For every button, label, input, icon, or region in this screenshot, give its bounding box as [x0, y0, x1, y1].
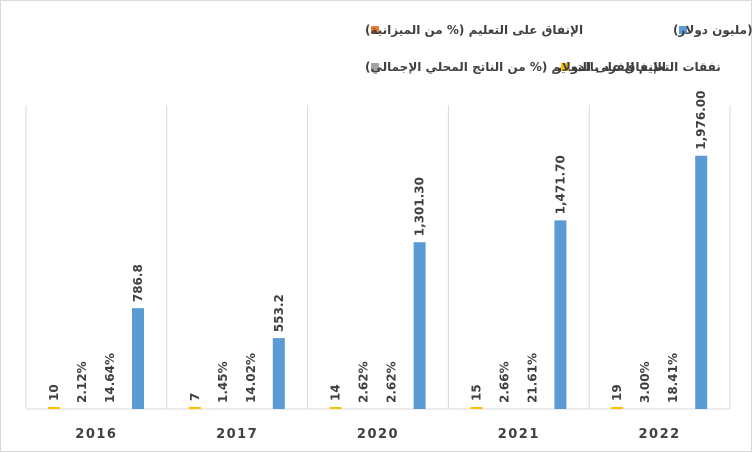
legend-swatch-series-3 — [371, 63, 379, 71]
data-label: 14.64% — [103, 353, 117, 403]
bar — [413, 242, 426, 409]
bar — [272, 338, 285, 409]
data-label: 14.02% — [244, 353, 258, 403]
legend-swatch-series-1 — [679, 26, 687, 34]
data-label: 786.8 — [131, 264, 145, 302]
data-label: 1.45% — [216, 361, 230, 403]
legend-label-series-1: نفقات التعليم (مليون دولار) — [673, 23, 752, 38]
bar — [329, 407, 342, 409]
plot-area: 2016 10 2.12% 14.64% 786.8 2017 7 1.45% 14.02% 55… — [25, 90, 731, 442]
x-tick-label: 2016 — [75, 427, 117, 442]
bar — [132, 308, 144, 409]
data-label: 21.61% — [525, 353, 539, 403]
data-label: 2.66% — [497, 361, 511, 403]
x-tick-label: 2017 — [216, 427, 258, 442]
legend-label-series-3: الإنفاق على التعليم (% من الناتج المحلي … — [365, 60, 666, 74]
data-label: 2.62% — [357, 361, 371, 403]
x-tick-label: 2020 — [357, 427, 399, 442]
data-label: 2.12% — [75, 361, 89, 403]
legend-swatch-series-4 — [561, 63, 569, 71]
bar — [695, 155, 708, 409]
data-label: 1,471.70 — [553, 155, 567, 214]
data-label: 10 — [47, 384, 61, 401]
x-tick-label: 2022 — [639, 427, 681, 442]
data-label: 553.2 — [272, 294, 286, 332]
bar — [611, 407, 624, 409]
legend-swatch-series-2 — [371, 26, 379, 34]
data-label: 3.00% — [638, 361, 652, 403]
x-tick-label: 2021 — [498, 427, 540, 442]
data-label: 19 — [610, 384, 624, 401]
data-label: 7 — [188, 393, 202, 401]
data-label: 1,301.30 — [413, 177, 427, 236]
data-label: 1,976.00 — [694, 90, 708, 149]
legend: نفقات التعليم (مليون دولار) الإنفاق على … — [365, 23, 752, 75]
data-label: 2.62% — [385, 361, 399, 403]
bar — [554, 220, 567, 409]
bar — [188, 407, 201, 409]
data-label: 15 — [469, 384, 483, 401]
legend-label-series-2: الإنفاق على التعليم (% من الميزانية) — [365, 23, 583, 37]
data-label: 18.41% — [666, 353, 680, 403]
data-label: 14 — [329, 384, 343, 401]
legend-label-series-4: نفقات التعليم للفرد بالدولار — [554, 60, 721, 75]
bar — [470, 407, 483, 409]
bar — [48, 407, 60, 409]
